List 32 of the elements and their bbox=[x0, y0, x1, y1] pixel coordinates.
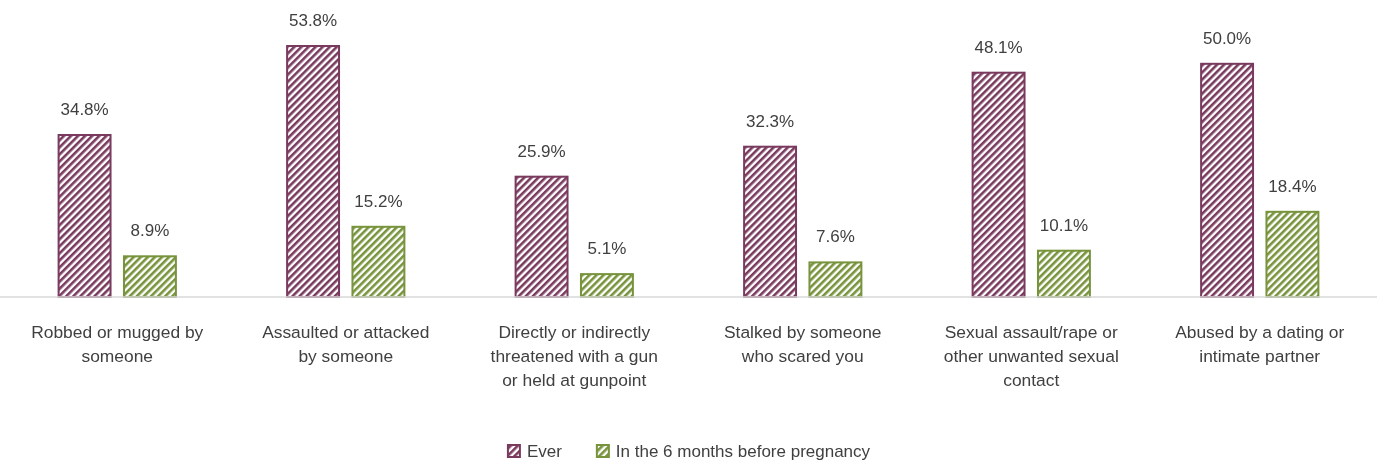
data-label: 18.4% bbox=[1268, 176, 1317, 196]
x-tick-label: Sexual assault/rape or other unwanted sexual contact bbox=[943, 322, 1119, 390]
data-label: 7.6% bbox=[816, 227, 855, 247]
data-label: 10.1% bbox=[1039, 215, 1089, 235]
bar bbox=[122, 255, 177, 298]
data-label: 34.8% bbox=[60, 100, 109, 119]
x-tick-label: Directly or indirectly threatened with a gun or held at gunpoint bbox=[490, 322, 658, 390]
bar bbox=[808, 261, 863, 298]
x-tick-label: Assaulted or attacked by someone bbox=[262, 322, 430, 366]
x-tick-label: Abused by a dating or intimate partner bbox=[1175, 322, 1345, 366]
data-label: 8.9% bbox=[130, 221, 170, 241]
x-tick-label: Stalked by someone who scared you bbox=[723, 322, 882, 366]
data-label: 32.3% bbox=[745, 111, 795, 131]
bar bbox=[743, 145, 798, 298]
bar bbox=[286, 45, 341, 298]
legend-label: Ever bbox=[526, 442, 563, 461]
data-label: 15.2% bbox=[354, 191, 403, 211]
bar bbox=[1036, 249, 1091, 298]
legend-label: In the 6 months before pregnancy bbox=[615, 442, 871, 461]
data-label: 25.9% bbox=[517, 141, 566, 161]
data-label: 53.8% bbox=[288, 11, 338, 30]
data-label: 48.1% bbox=[974, 37, 1023, 57]
bar bbox=[971, 71, 1026, 298]
bar bbox=[579, 273, 634, 298]
bar bbox=[351, 225, 406, 298]
data-label: 5.1% bbox=[587, 239, 627, 259]
bar bbox=[57, 134, 112, 298]
x-tick-label: Robbed or mugged by someone bbox=[31, 322, 204, 366]
bar bbox=[514, 175, 569, 298]
bar bbox=[1265, 210, 1320, 298]
data-label: 50.0% bbox=[1202, 28, 1252, 48]
bar bbox=[1200, 62, 1255, 298]
